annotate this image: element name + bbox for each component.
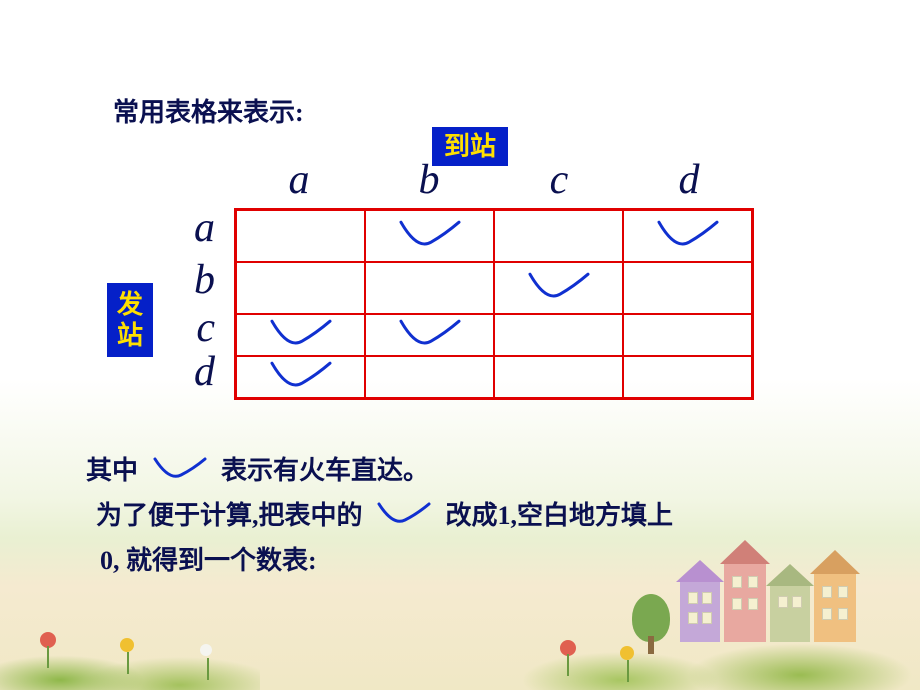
col-header: d (624, 156, 754, 204)
explain-line-2: 为了便于计算,把表中的 改成1,空白地方填上 (96, 496, 673, 539)
table-row (236, 210, 752, 262)
explain-line-1: 其中 表示有火车直达。 (86, 451, 429, 494)
table-cell (236, 262, 365, 314)
text: 表示有火车直达。 (221, 456, 429, 485)
check-icon (395, 315, 465, 351)
row-header: b (194, 254, 215, 306)
check-icon (395, 216, 465, 252)
check-icon (266, 315, 336, 351)
table-cell (494, 356, 623, 398)
table-row (236, 356, 752, 398)
row-header: c (194, 306, 215, 350)
check-icon (653, 216, 723, 252)
check-icon (375, 498, 433, 539)
text: ,空白地方填上 (511, 501, 674, 530)
table-cell (365, 356, 494, 398)
table-cell (365, 210, 494, 262)
col-header: b (364, 156, 494, 204)
check-icon (524, 268, 594, 304)
table-row (236, 262, 752, 314)
table-cell (494, 210, 623, 262)
table-cell (623, 356, 752, 398)
check-icon (151, 453, 209, 494)
table-grid (234, 208, 754, 400)
row-headers: a b c d (194, 202, 215, 394)
text: 其中 (86, 456, 138, 485)
check-icon (266, 357, 336, 393)
table-cell (236, 314, 365, 356)
text: 改成 (446, 501, 498, 530)
table-cell (623, 262, 752, 314)
table-cell (494, 314, 623, 356)
explain-line-3: 0, 就得到一个数表: (100, 541, 317, 580)
table-row (236, 314, 752, 356)
label-departure: 发 站 (107, 283, 153, 357)
table-cell (236, 210, 365, 262)
table-cell (494, 262, 623, 314)
slide-content: 常用表格来表示: 到站 发 站 a b c d a b c d 其中 表示有火车… (0, 0, 920, 690)
table-cell (236, 356, 365, 398)
table-cell (365, 262, 494, 314)
label-departure-char2: 站 (115, 320, 145, 351)
text: 为了便于计算,把表中的 (96, 501, 363, 530)
number-zero: 0 (100, 546, 113, 575)
row-header: a (194, 202, 215, 254)
text: , 就得到一个数表: (113, 546, 317, 575)
label-departure-char1: 发 (115, 289, 145, 320)
col-header: c (494, 156, 624, 204)
number-one: 1 (498, 501, 511, 530)
table-cell (623, 314, 752, 356)
row-header: d (194, 350, 215, 394)
col-header: a (234, 156, 364, 204)
column-headers: a b c d (234, 156, 754, 204)
table-cell (365, 314, 494, 356)
title-text: 常用表格来表示: (113, 92, 304, 129)
table-cell (623, 210, 752, 262)
